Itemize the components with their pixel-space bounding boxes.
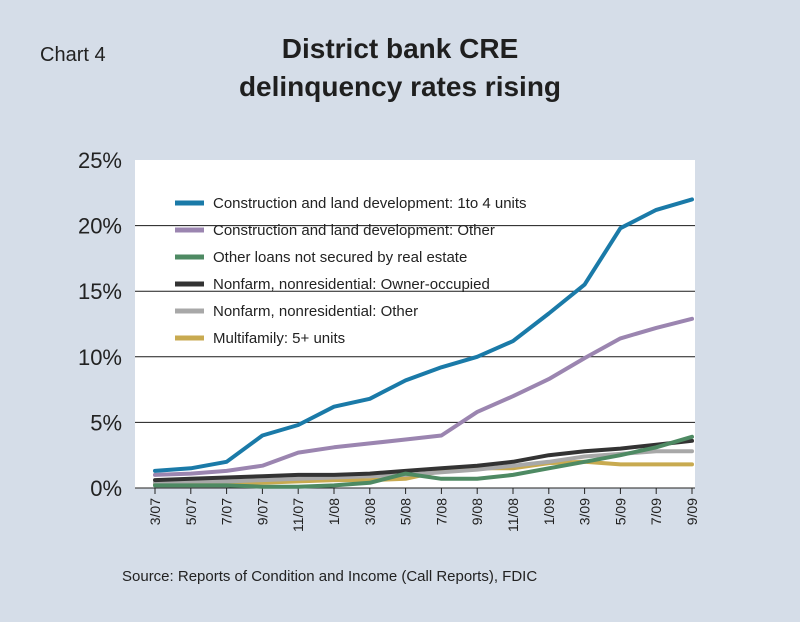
legend-label: Other loans not secured by real estate — [213, 249, 467, 266]
x-tick-label: 7/08 — [433, 498, 449, 525]
series-lines — [153, 197, 694, 489]
x-tick-label: 11/08 — [505, 498, 521, 532]
x-tick-label: 3/08 — [362, 498, 378, 525]
y-tick-label: 20% — [78, 214, 122, 239]
y-tick-label: 5% — [90, 410, 122, 435]
series-line — [153, 438, 694, 483]
series-line — [153, 434, 694, 489]
legend-label: Nonfarm, nonresidential: Other — [213, 303, 418, 320]
x-tick-label: 3/09 — [577, 498, 593, 525]
source-note: Source: Reports of Condition and Income … — [122, 568, 538, 585]
plot-background — [135, 160, 695, 488]
y-tick-label: 0% — [90, 476, 122, 501]
x-tick-label: 7/09 — [648, 498, 664, 525]
x-tick-label: 9/08 — [469, 498, 485, 525]
series-line — [153, 197, 694, 473]
legend-label: Construction and land development: Other — [213, 222, 495, 239]
y-axis-ticks: 0% 5% 10% 15% 20% 25% — [78, 148, 122, 501]
chart-title-line2: delinquency rates rising — [238, 71, 562, 102]
x-tick-label: 1/08 — [326, 498, 342, 525]
x-tick-label: 9/07 — [254, 498, 270, 525]
x-tick-label: 3/07 — [147, 498, 163, 525]
chart-title: District bank CRE delinquency rates risi… — [0, 30, 800, 106]
x-tick-label: 11/07 — [290, 498, 306, 532]
chart-title-line1: District bank CRE — [281, 33, 519, 64]
y-tick-label: 10% — [78, 345, 122, 370]
x-tick-label: 5/09 — [612, 498, 628, 525]
x-axis-ticks: 3/07 5/07 7/07 9/07 11/07 1/08 3/08 5/08 7/08 9/0… — [135, 487, 700, 532]
series-line — [153, 316, 694, 477]
gridlines — [135, 225, 695, 423]
legend-label: Multifamily: 5+ units — [213, 330, 345, 347]
x-tick-label: 1/09 — [541, 498, 557, 525]
legend-label: Nonfarm, nonresidential: Owner-occupied — [213, 276, 490, 293]
chart-number: Chart 4 — [40, 44, 106, 66]
x-tick-label: 9/09 — [684, 498, 700, 525]
x-tick-label: 5/08 — [398, 498, 414, 525]
series-line — [153, 449, 694, 485]
x-tick-label: 5/07 — [183, 498, 199, 525]
legend-label: Construction and land development: 1to 4… — [213, 195, 527, 212]
x-tick-label: 7/07 — [219, 498, 235, 525]
y-tick-label: 25% — [78, 148, 122, 173]
legend: Construction and land development: 1to 4… — [175, 195, 527, 347]
y-tick-label: 15% — [78, 279, 122, 304]
